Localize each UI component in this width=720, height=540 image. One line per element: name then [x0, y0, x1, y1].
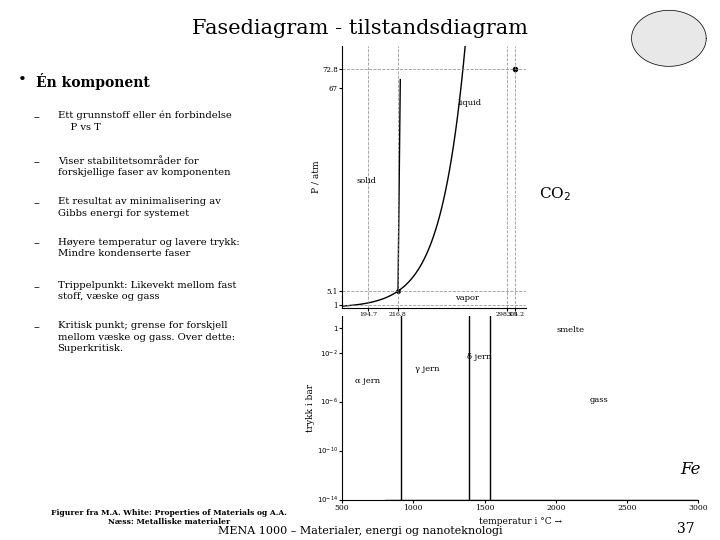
Text: Figurer fra M.A. White: Properties of Materials og A.A.
Næss: Metalliske materia: Figurer fra M.A. White: Properties of Ma…: [51, 509, 287, 526]
Text: liquid: liquid: [457, 99, 482, 107]
Text: Kritisk punkt; grense for forskjell
mellom væske og gass. Over dette:
Superkriti: Kritisk punkt; grense for forskjell mell…: [58, 321, 235, 353]
Text: α jern: α jern: [355, 377, 380, 385]
Text: solid: solid: [356, 178, 376, 185]
Y-axis label: trykk i bar: trykk i bar: [307, 383, 315, 432]
Text: –: –: [34, 281, 40, 294]
Text: Fe: Fe: [680, 461, 701, 478]
Text: Viser stabilitetsområder for
forskjellige faser av komponenten: Viser stabilitetsområder for forskjellig…: [58, 157, 230, 177]
Text: δ jern: δ jern: [467, 353, 491, 361]
Text: Trippelpunkt: Likevekt mellom fast
stoff, væske og gass: Trippelpunkt: Likevekt mellom fast stoff…: [58, 281, 236, 301]
Text: CO$_2$: CO$_2$: [539, 186, 570, 203]
Text: gass: gass: [589, 396, 608, 403]
Text: Én komponent: Én komponent: [36, 73, 150, 90]
Text: Et resultat av minimalisering av
Gibbs energi for systemet: Et resultat av minimalisering av Gibbs e…: [58, 197, 220, 218]
X-axis label: temperatur i °C →: temperatur i °C →: [479, 517, 562, 526]
Text: –: –: [34, 111, 40, 124]
Text: MENA 1000 – Materialer, energi og nanoteknologi: MENA 1000 – Materialer, energi og nanote…: [217, 525, 503, 536]
Text: Høyere temperatur og lavere trykk:
Mindre kondenserte faser: Høyere temperatur og lavere trykk: Mindr…: [58, 238, 239, 258]
Text: smelte: smelte: [556, 326, 584, 334]
X-axis label: T / K: T / K: [423, 322, 445, 332]
Text: –: –: [34, 157, 40, 170]
Text: Ett grunnstoff eller én forbindelse
    P vs T: Ett grunnstoff eller én forbindelse P vs…: [58, 111, 231, 132]
Text: Fasediagram - tilstandsdiagram: Fasediagram - tilstandsdiagram: [192, 19, 528, 38]
Text: γ jern: γ jern: [415, 365, 440, 373]
Text: vapor: vapor: [454, 294, 479, 302]
Y-axis label: P / atm: P / atm: [312, 160, 320, 193]
Text: •: •: [18, 73, 27, 87]
Text: 37: 37: [678, 522, 695, 536]
Polygon shape: [631, 10, 706, 66]
Text: –: –: [34, 321, 40, 334]
Text: –: –: [34, 197, 40, 210]
Text: –: –: [34, 238, 40, 251]
